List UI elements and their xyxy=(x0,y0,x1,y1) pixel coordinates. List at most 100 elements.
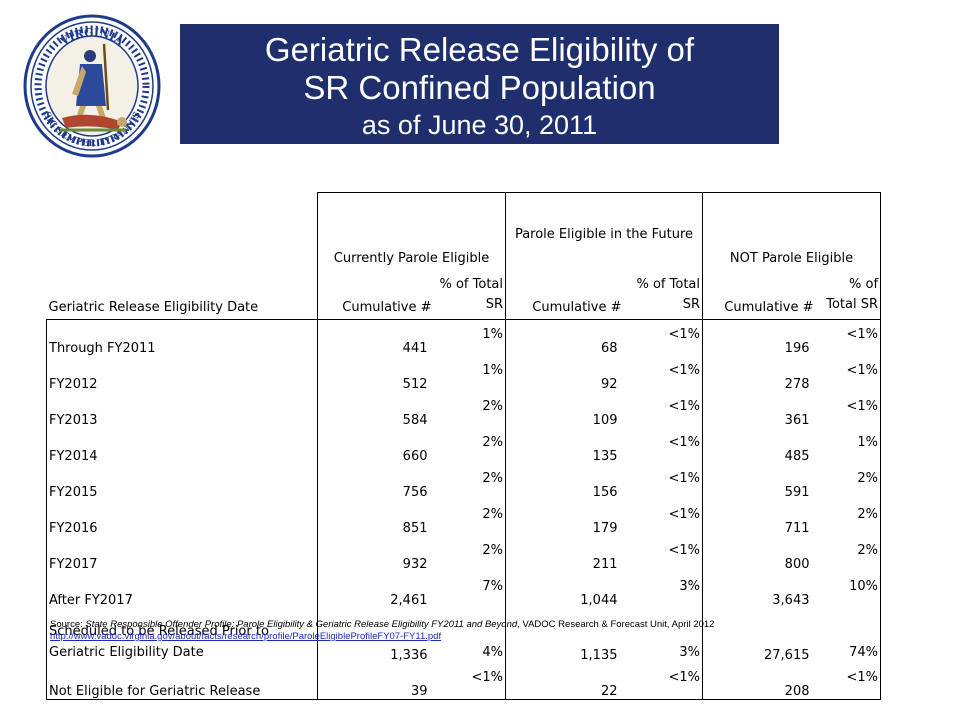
eligibility-table: Currently Parole Eligible Parole Eligibl… xyxy=(46,192,882,700)
virginia-seal-logo: VIRGINIA SIC SEMPER TYRANNIS xyxy=(22,14,162,158)
cell-cumulative-future: 135 xyxy=(505,428,624,464)
page-subtitle-date: as of June 30, 2011 xyxy=(361,110,598,140)
cell-cumulative-not: 278 xyxy=(702,356,816,392)
cell-cumulative-not: 196 xyxy=(702,319,816,356)
cell-pct-currently: 2% xyxy=(482,507,503,522)
source-title: State Responsible Offender Profile: Paro… xyxy=(85,619,518,630)
cell-pct-future: <1% xyxy=(623,663,703,700)
cell-cumulative-currently: 39 xyxy=(317,663,434,700)
cell-pct-not: <1% xyxy=(815,356,882,392)
cell-cumulative-future: 156 xyxy=(505,464,624,500)
row-label: Not Eligible for Geriatric Release xyxy=(46,663,318,700)
cell-cumulative-not: 485 xyxy=(702,428,816,464)
cell-cumulative-currently: 660 xyxy=(317,428,434,464)
row-label: After FY2017 xyxy=(46,572,318,608)
cell-pct-future: 3% xyxy=(679,579,700,594)
cell-pct-currently: 1% xyxy=(433,319,506,356)
cell-cumulative-future: 68 xyxy=(505,319,624,356)
cell-cumulative-future: 22 xyxy=(505,663,624,700)
cell-pct-currently: 2% xyxy=(482,399,503,414)
source-link[interactable]: http://www.vadoc.virginia.gov/about/fact… xyxy=(50,631,442,642)
row-label: Through FY2011 xyxy=(46,319,318,356)
cell-cumulative-not: 208 xyxy=(702,663,816,700)
cell-pct-future: 3% xyxy=(679,645,700,660)
cell-cumulative-not: 711 xyxy=(702,500,816,536)
table-row: FY2016 851 2% 179 <1% 711 2% xyxy=(46,500,882,536)
table-row: Not Eligible for Geriatric Release 39 <1… xyxy=(46,663,882,700)
row-label: FY2012 xyxy=(46,356,318,392)
cell-pct-future: <1% xyxy=(668,507,700,522)
cell-cumulative-currently: 1,336 xyxy=(317,608,434,663)
cell-pct-future: <1% xyxy=(623,319,703,356)
cell-pct-currently: 7% xyxy=(482,579,503,594)
table-row: FY2014 660 2% 135 <1% 485 1% xyxy=(46,428,882,464)
row-label: FY2014 xyxy=(46,428,318,464)
table-row: Scheduled to be Released Prior to Geriat… xyxy=(46,608,882,663)
source-prefix: Source: xyxy=(50,619,86,630)
cell-cumulative-currently: 584 xyxy=(317,392,434,428)
column-header-cumulative-1: Cumulative # xyxy=(317,266,434,320)
cell-pct-future: <1% xyxy=(668,543,700,558)
cell-cumulative-future: 179 xyxy=(505,500,624,536)
group-header-future: Parole Eligible in the Future xyxy=(505,192,703,266)
cell-cumulative-not: 591 xyxy=(702,464,816,500)
cell-cumulative-currently: 2,461 xyxy=(317,572,434,608)
source-note: Source: State Responsible Offender Profi… xyxy=(50,619,910,643)
cell-cumulative-currently: 441 xyxy=(317,319,434,356)
page-title-line1: Geriatric Release Eligibility of xyxy=(264,31,695,68)
table-row: FY2013 584 2% 109 <1% 361 <1% xyxy=(46,392,882,428)
cell-cumulative-not: 800 xyxy=(702,536,816,572)
cell-cumulative-not: 361 xyxy=(702,392,816,428)
cell-cumulative-future: 1,044 xyxy=(505,572,624,608)
column-header-pct-1: % of Total SR xyxy=(439,277,503,312)
cell-pct-not: 10% xyxy=(815,572,882,608)
table-row: FY2015 756 2% 156 <1% 591 2% xyxy=(46,464,882,500)
cell-pct-currently: 2% xyxy=(482,471,503,486)
column-header-pct-2: % of Total SR xyxy=(636,277,700,312)
title-banner: Geriatric Release Eligibility of SR Conf… xyxy=(180,24,779,144)
cell-cumulative-future: 211 xyxy=(505,536,624,572)
cell-cumulative-future: 1,135 xyxy=(505,608,624,663)
row-label: FY2017 xyxy=(46,536,318,572)
column-header-pct-3: % of Total SR xyxy=(815,266,882,320)
column-header-date: Geriatric Release Eligibility Date xyxy=(48,300,259,315)
cell-pct-future: <1% xyxy=(668,471,700,486)
cell-pct-currently: 1% xyxy=(482,363,503,378)
column-header-cumulative-2: Cumulative # xyxy=(505,266,624,320)
cell-pct-currently: 2% xyxy=(482,435,503,450)
cell-pct-future: <1% xyxy=(668,363,700,378)
cell-pct-currently: 2% xyxy=(482,543,503,558)
cell-pct-future: <1% xyxy=(668,435,700,450)
group-header-not: NOT Parole Eligible xyxy=(701,192,882,266)
table-row: FY2017 932 2% 211 <1% 800 2% xyxy=(46,536,882,572)
group-header-currently: Currently Parole Eligible xyxy=(317,192,506,266)
cell-cumulative-currently: 512 xyxy=(317,356,434,392)
cell-pct-not: 2% xyxy=(815,500,882,536)
blank-header-cell xyxy=(47,193,318,267)
cell-cumulative-currently: 851 xyxy=(317,500,434,536)
row-label: FY2015 xyxy=(46,464,318,500)
table-row: FY2012 512 1% 92 <1% 278 <1% xyxy=(46,356,882,392)
cell-cumulative-currently: 932 xyxy=(317,536,434,572)
cell-pct-not: 2% xyxy=(815,536,882,572)
cell-cumulative-future: 109 xyxy=(505,392,624,428)
table-row: After FY2017 2,461 7% 1,044 3% 3,643 10% xyxy=(46,572,882,608)
cell-pct-not: 74% xyxy=(815,608,882,663)
source-suffix: , VADOC Research & Forecast Unit, April … xyxy=(517,619,715,630)
row-label: Scheduled to be Released Prior to Geriat… xyxy=(46,608,318,663)
cell-pct-not: <1% xyxy=(815,319,882,356)
cell-pct-future: <1% xyxy=(668,399,700,414)
cell-cumulative-future: 92 xyxy=(505,356,624,392)
column-header-cumulative-3: Cumulative # xyxy=(702,266,816,320)
cell-cumulative-not: 3,643 xyxy=(702,572,816,608)
cell-pct-not: <1% xyxy=(815,392,882,428)
cell-cumulative-not: 27,615 xyxy=(702,608,816,663)
page-title-line2: SR Confined Population xyxy=(303,69,656,106)
cell-pct-currently: <1% xyxy=(433,663,506,700)
cell-pct-not: 1% xyxy=(815,428,882,464)
table-row: Through FY2011 441 1% 68 <1% 196 <1% xyxy=(46,319,882,356)
cell-cumulative-currently: 756 xyxy=(317,464,434,500)
group-header-row: Currently Parole Eligible Parole Eligibl… xyxy=(47,192,882,267)
cell-pct-not: 2% xyxy=(815,464,882,500)
cell-pct-currently: 4% xyxy=(482,645,503,660)
